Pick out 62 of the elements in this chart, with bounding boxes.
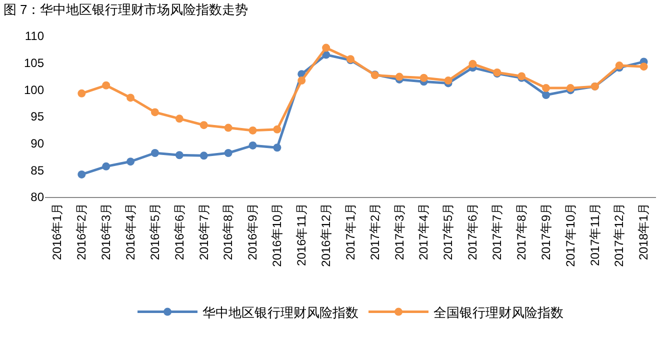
x-tick-label: 2017年3月 [392,202,406,260]
y-tick-label: 95 [30,110,44,124]
x-tick-label: 2017年12月 [612,202,626,267]
point [420,74,428,82]
point [175,114,184,123]
x-tick-label: 2017年11月 [588,202,602,266]
x-tick-label: 2017年10月 [563,202,578,267]
point [175,151,184,160]
point [150,148,159,157]
point [444,76,452,85]
point [273,144,282,152]
point [542,91,550,100]
y-tick-label: 105 [24,56,44,70]
point [248,126,257,134]
point [468,60,477,68]
x-tick-label: 2016年4月 [123,202,138,260]
y-tick-label: 100 [24,82,44,97]
y-tick-label: 90 [30,136,44,151]
point [126,94,135,102]
x-tick-label: 2017年7月 [490,202,504,260]
y-tick-label: 85 [30,163,44,178]
x-tick-label: 2016年9月 [246,202,260,260]
x-tick-label: 2016年10月 [270,202,284,267]
x-tick-label: 2016年3月 [99,202,113,260]
point [224,124,232,132]
point [150,108,159,116]
x-tick-label: 2016年5月 [148,202,162,260]
point [248,141,257,150]
point [102,162,110,170]
x-tick-label: 2017年1月 [343,202,358,260]
legend-label: 全国银行理财风险指数 [434,304,564,320]
x-tick-label: 2017年9月 [538,202,553,260]
x-tick-label: 2017年5月 [441,202,456,260]
x-tick-label: 2017年4月 [416,202,431,260]
point [78,89,86,98]
chart-title: 图 7：华中地区银行理财市场风险指数走势 [3,2,248,18]
x-tick-label: 2017年2月 [368,202,382,260]
point [298,76,306,85]
x-tick-label: 2016年11月 [294,202,309,266]
point [322,44,330,52]
y-tick-label: 80 [30,190,44,204]
point [273,125,282,134]
x-tick-label: 2016年1月 [50,202,64,260]
point [200,152,208,160]
x-tick-label: 2016年8月 [221,202,236,260]
point [395,72,404,81]
x-tick-label: 2016年6月 [172,202,186,260]
point [126,158,135,166]
point [542,84,550,92]
x-tick-label: 2018年1月 [636,202,651,260]
y-tick-label: 110 [24,29,44,44]
x-tick-label: 2016年7月 [196,202,211,260]
x-tick-label: 2016年12月 [318,202,333,267]
x-tick-label: 2017年8月 [514,202,528,260]
point [224,148,232,157]
x-tick-label: 2016年2月 [74,202,89,260]
point [200,121,208,130]
point [102,81,110,90]
point [78,170,86,178]
x-tick-label: 2017年6月 [466,202,480,260]
legend-label: 华中地区银行理财风险指数 [202,304,358,320]
point [640,62,648,71]
